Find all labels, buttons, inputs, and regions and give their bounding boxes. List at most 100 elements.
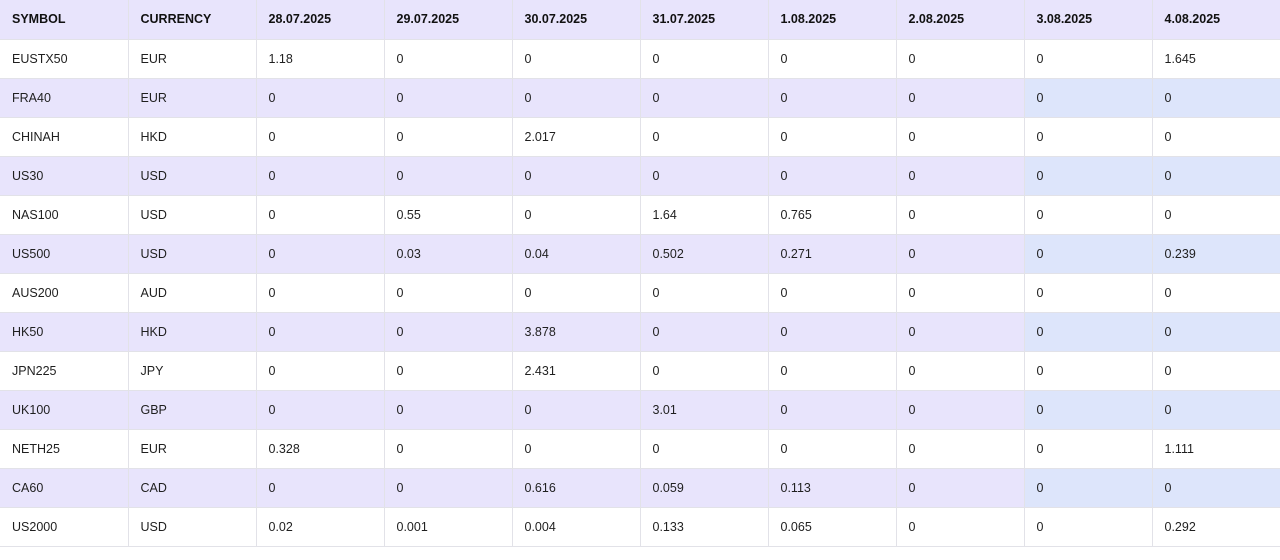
value-cell: 0 <box>1152 78 1280 118</box>
value-cell: 0 <box>896 78 1025 118</box>
symbol-cell: US500 <box>0 234 129 274</box>
value-cell: 0 <box>256 468 385 508</box>
value-cell: 0 <box>768 156 897 196</box>
symbol-cell: FRA40 <box>0 78 129 118</box>
value-cell: 0 <box>384 117 513 157</box>
value-cell: 0 <box>1024 351 1153 391</box>
currency-cell: EUR <box>128 78 257 118</box>
value-cell: 0 <box>1024 429 1153 469</box>
value-cell: 0 <box>1024 117 1153 157</box>
value-cell: 0 <box>1024 39 1153 79</box>
currency-cell: USD <box>128 156 257 196</box>
value-cell: 0 <box>512 156 641 196</box>
value-cell: 0 <box>512 429 641 469</box>
value-cell: 0 <box>256 78 385 118</box>
column-header-date[interactable]: 29.07.2025 <box>384 0 513 40</box>
value-cell: 0 <box>1024 234 1153 274</box>
value-cell: 0 <box>896 312 1025 352</box>
value-cell: 0.616 <box>512 468 641 508</box>
table-row: US500 USD 0 0.03 0.04 0.502 0.271 0 0 0.239 <box>0 234 1280 274</box>
value-cell: 0 <box>896 273 1025 313</box>
value-cell: 3.01 <box>640 390 769 430</box>
value-cell: 0 <box>640 312 769 352</box>
value-cell: 0 <box>1024 273 1153 313</box>
value-cell: 0 <box>1024 507 1153 547</box>
value-cell: 0 <box>896 390 1025 430</box>
value-cell: 0 <box>896 156 1025 196</box>
symbol-cell: NETH25 <box>0 429 129 469</box>
column-header-date[interactable]: 31.07.2025 <box>640 0 769 40</box>
value-cell: 0 <box>384 429 513 469</box>
column-header-date[interactable]: 2.08.2025 <box>896 0 1025 40</box>
value-cell: 0 <box>1152 117 1280 157</box>
column-header-date[interactable]: 28.07.2025 <box>256 0 385 40</box>
value-cell: 2.017 <box>512 117 641 157</box>
currency-cell: GBP <box>128 390 257 430</box>
column-header-date[interactable]: 1.08.2025 <box>768 0 897 40</box>
column-header-currency[interactable]: CURRENCY <box>128 0 257 40</box>
currency-cell: EUR <box>128 429 257 469</box>
table-body: EUSTX50 EUR 1.18 0 0 0 0 0 0 1.645 FRA40 EUR 0 0 0 0 0 0 0… <box>0 39 1280 547</box>
value-cell: 0 <box>768 78 897 118</box>
symbol-cell: NAS100 <box>0 195 129 235</box>
value-cell: 0 <box>896 351 1025 391</box>
table-row: NAS100 USD 0 0.55 0 1.64 0.765 0 0 0 <box>0 195 1280 235</box>
value-cell: 0 <box>640 156 769 196</box>
value-cell: 0 <box>768 429 897 469</box>
value-cell: 0 <box>384 78 513 118</box>
value-cell: 0 <box>896 468 1025 508</box>
value-cell: 0 <box>768 39 897 79</box>
currency-cell: USD <box>128 234 257 274</box>
value-cell: 0 <box>896 117 1025 157</box>
value-cell: 1.645 <box>1152 39 1280 79</box>
value-cell: 1.18 <box>256 39 385 79</box>
column-header-date[interactable]: 30.07.2025 <box>512 0 641 40</box>
column-header-date[interactable]: 3.08.2025 <box>1024 0 1153 40</box>
value-cell: 0 <box>384 39 513 79</box>
value-cell: 0.55 <box>384 195 513 235</box>
value-cell: 0 <box>384 468 513 508</box>
value-cell: 0.03 <box>384 234 513 274</box>
value-cell: 0 <box>1024 390 1153 430</box>
table-row: FRA40 EUR 0 0 0 0 0 0 0 0 <box>0 78 1280 118</box>
table-row: US30 USD 0 0 0 0 0 0 0 0 <box>0 156 1280 196</box>
value-cell: 0.292 <box>1152 507 1280 547</box>
symbol-cell: CA60 <box>0 468 129 508</box>
value-cell: 0 <box>1024 156 1153 196</box>
column-header-date[interactable]: 4.08.2025 <box>1152 0 1280 40</box>
value-cell: 0 <box>640 429 769 469</box>
table-row: US2000 USD 0.02 0.001 0.004 0.133 0.065 0 0 0.292 <box>0 507 1280 547</box>
value-cell: 0 <box>640 273 769 313</box>
value-cell: 0 <box>768 390 897 430</box>
value-cell: 0.113 <box>768 468 897 508</box>
value-cell: 0 <box>768 273 897 313</box>
value-cell: 0 <box>512 273 641 313</box>
table-row: NETH25 EUR 0.328 0 0 0 0 0 0 1.111 <box>0 429 1280 469</box>
table-row: EUSTX50 EUR 1.18 0 0 0 0 0 0 1.645 <box>0 39 1280 79</box>
value-cell: 1.111 <box>1152 429 1280 469</box>
currency-cell: EUR <box>128 39 257 79</box>
value-cell: 0 <box>256 117 385 157</box>
value-cell: 0.133 <box>640 507 769 547</box>
value-cell: 0 <box>512 195 641 235</box>
column-header-symbol[interactable]: SYMBOL <box>0 0 129 40</box>
symbol-cell: CHINAH <box>0 117 129 157</box>
value-cell: 0 <box>896 507 1025 547</box>
table-header: SYMBOL CURRENCY 28.07.2025 29.07.2025 30.07.… <box>0 0 1280 40</box>
value-cell: 0.328 <box>256 429 385 469</box>
value-cell: 0 <box>640 117 769 157</box>
value-cell: 0 <box>512 390 641 430</box>
value-cell: 0 <box>640 351 769 391</box>
value-cell: 0 <box>384 351 513 391</box>
header-row: SYMBOL CURRENCY 28.07.2025 29.07.2025 30.07.… <box>0 0 1280 40</box>
value-cell: 0 <box>1024 78 1153 118</box>
value-cell: 0.065 <box>768 507 897 547</box>
value-cell: 0 <box>1152 195 1280 235</box>
value-cell: 0 <box>768 351 897 391</box>
currency-cell: CAD <box>128 468 257 508</box>
value-cell: 0 <box>256 351 385 391</box>
value-cell: 0.004 <box>512 507 641 547</box>
table-row: AUS200 AUD 0 0 0 0 0 0 0 0 <box>0 273 1280 313</box>
value-cell: 0 <box>384 273 513 313</box>
table-row: CA60 CAD 0 0 0.616 0.059 0.113 0 0 0 <box>0 468 1280 508</box>
